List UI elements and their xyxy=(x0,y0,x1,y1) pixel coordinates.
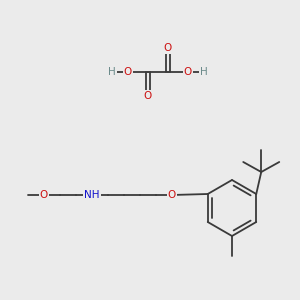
Text: H: H xyxy=(200,67,208,77)
Text: O: O xyxy=(164,43,172,53)
Text: O: O xyxy=(144,91,152,101)
Text: H: H xyxy=(108,67,116,77)
Text: O: O xyxy=(168,190,176,200)
Text: NH: NH xyxy=(84,190,100,200)
Text: O: O xyxy=(40,190,48,200)
Text: O: O xyxy=(124,67,132,77)
Text: O: O xyxy=(184,67,192,77)
